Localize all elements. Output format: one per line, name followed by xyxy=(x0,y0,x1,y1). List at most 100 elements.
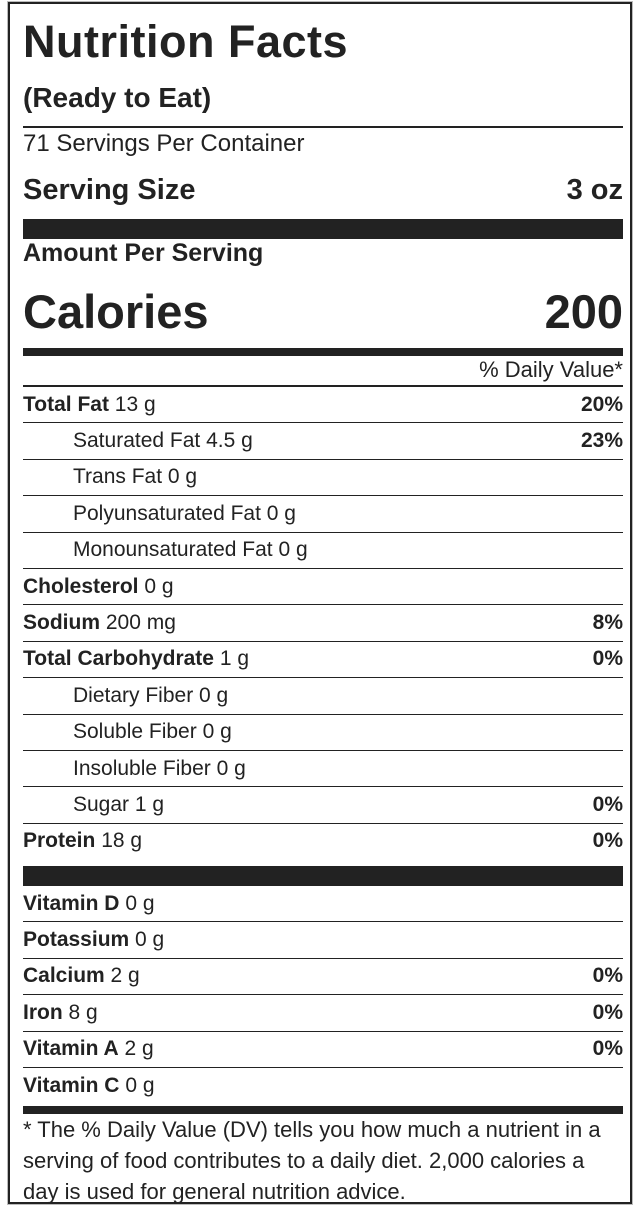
servings-per-container: 71 Servings Per Container xyxy=(23,130,305,157)
nutrient-amount: 0 g xyxy=(278,538,308,562)
nutrient-row: Potassium 0 g xyxy=(23,922,623,959)
nutrient-daily-value: 20% xyxy=(580,392,623,416)
nutrient-name-amount: Calcium 2 g xyxy=(23,964,140,988)
nutrient-amount: 0 g xyxy=(125,891,155,915)
nutrient-row: Polyunsaturated Fat 0 g xyxy=(23,496,623,533)
nutrient-name: Monounsaturated Fat xyxy=(73,538,273,562)
nutrient-daily-value: 0% xyxy=(592,964,623,988)
vitamin-list: Vitamin D 0 g Potassium 0 g Calcium 2 g 0% I… xyxy=(23,886,623,1103)
nutrient-name-amount: Dietary Fiber 0 g xyxy=(23,684,228,708)
serving-size: Serving Size 3 oz xyxy=(23,174,623,207)
nutrient-row: Iron 8 g 0% xyxy=(23,995,623,1032)
thick-divider xyxy=(23,219,623,239)
nutrient-name-amount: Total Fat 13 g xyxy=(23,393,156,417)
nutrient-row: Sodium 200 mg 8% xyxy=(23,605,623,642)
nutrient-row: Saturated Fat 4.5 g 23% xyxy=(23,423,623,460)
nutrient-name-amount: Total Carbohydrate 1 g xyxy=(23,647,249,671)
nutrient-name: Soluble Fiber xyxy=(73,720,197,744)
footnote: * The % Daily Value (DV) tells you how m… xyxy=(23,1117,601,1204)
nutrient-name: Sugar xyxy=(73,792,130,816)
nutrient-amount: 1 g xyxy=(134,792,165,816)
divider xyxy=(23,126,623,128)
nutrient-name-amount: Insoluble Fiber 0 g xyxy=(23,757,246,781)
nutrient-amount: 0 g xyxy=(144,574,174,598)
nutrient-name-amount: Sugar 1 g xyxy=(23,793,164,817)
nutrient-row: Insoluble Fiber 0 g xyxy=(23,751,623,788)
nutrient-list: Total Fat 13 g 20% Saturated Fat 4.5 g 23% T… xyxy=(23,387,623,859)
daily-value-header: % Daily Value* xyxy=(479,357,623,382)
amount-per-serving: Amount Per Serving xyxy=(23,239,264,267)
nutrient-name-amount: Polyunsaturated Fat 0 g xyxy=(23,502,296,526)
nutrient-name-amount: Vitamin C 0 g xyxy=(23,1074,155,1098)
nutrient-name: Vitamin A xyxy=(23,1037,119,1061)
nutrient-amount: 2 g xyxy=(110,964,140,988)
nutrient-name: Protein xyxy=(23,829,96,853)
nutrient-name-amount: Monounsaturated Fat 0 g xyxy=(23,538,308,562)
nutrient-name-amount: Vitamin A 2 g xyxy=(23,1037,154,1061)
nutrient-name: Vitamin D xyxy=(23,891,120,915)
nutrient-name: Vitamin C xyxy=(23,1073,120,1097)
nutrient-name-amount: Potassium 0 g xyxy=(23,928,164,952)
nutrient-row: Vitamin D 0 g xyxy=(23,886,623,923)
nutrient-row: Total Fat 13 g 20% xyxy=(23,387,623,424)
nutrient-name: Polyunsaturated Fat xyxy=(73,501,261,525)
nutrient-name: Saturated Fat xyxy=(73,429,201,453)
nutrient-name: Calcium xyxy=(23,964,105,988)
medium-divider xyxy=(23,1106,623,1114)
nutrient-name-amount: Sodium 200 mg xyxy=(23,611,176,635)
nutrient-amount: 0 g xyxy=(167,465,198,489)
nutrient-amount: 0 g xyxy=(266,501,296,525)
serving-size-label: Serving Size xyxy=(23,174,196,206)
medium-divider xyxy=(23,348,623,356)
nutrient-amount: 0 g xyxy=(202,720,232,744)
nutrient-amount: 2 g xyxy=(124,1037,154,1061)
thick-divider xyxy=(23,866,623,886)
nutrient-row: Soluble Fiber 0 g xyxy=(23,715,623,751)
label-subtitle: (Ready to Eat) xyxy=(23,82,212,113)
nutrient-row: Total Carbohydrate 1 g 0% xyxy=(23,642,623,679)
nutrient-daily-value: 8% xyxy=(592,611,623,635)
nutrient-daily-value: 0% xyxy=(592,647,623,671)
nutrient-name-amount: Vitamin D 0 g xyxy=(23,892,155,916)
nutrient-row: Protein 18 g 0% xyxy=(23,824,623,859)
nutrient-name-amount: Protein 18 g xyxy=(23,829,142,853)
nutrient-row: Dietary Fiber 0 g xyxy=(23,678,623,715)
nutrient-amount: 0 g xyxy=(199,683,229,707)
nutrient-name: Cholesterol xyxy=(23,574,139,598)
calories-value: 200 xyxy=(544,285,623,338)
nutrient-daily-value: 0% xyxy=(592,829,623,853)
calories: Calories 200 xyxy=(23,284,623,339)
calories-label: Calories xyxy=(23,285,209,338)
nutrient-row: Sugar 1 g 0% xyxy=(23,787,623,824)
nutrient-name: Iron xyxy=(23,1000,63,1024)
nutrient-row: Trans Fat 0 g xyxy=(23,460,623,497)
nutrient-amount: 1 g xyxy=(219,647,250,671)
nutrient-name-amount: Trans Fat 0 g xyxy=(23,465,197,489)
nutrient-amount: 0 g xyxy=(135,928,165,952)
nutrient-name: Total Carbohydrate xyxy=(23,647,214,671)
nutrient-name: Sodium xyxy=(23,611,100,635)
nutrient-row: Monounsaturated Fat 0 g xyxy=(23,533,623,569)
nutrient-row: Vitamin C 0 g xyxy=(23,1068,623,1103)
nutrient-daily-value: 0% xyxy=(592,792,623,816)
divider xyxy=(23,385,623,387)
nutrient-name-amount: Iron 8 g xyxy=(23,1001,98,1025)
nutrient-daily-value: 23% xyxy=(580,429,623,453)
nutrient-row: Cholesterol 0 g xyxy=(23,569,623,606)
nutrient-amount: 4.5 g xyxy=(206,429,253,453)
nutrient-daily-value: 0% xyxy=(592,1037,623,1061)
nutrient-row: Vitamin A 2 g 0% xyxy=(23,1032,623,1068)
nutrient-name: Trans Fat xyxy=(73,465,163,489)
nutrient-amount: 0 g xyxy=(216,756,246,780)
label-title: Nutrition Facts xyxy=(23,16,349,67)
nutrient-row: Calcium 2 g 0% xyxy=(23,959,623,996)
nutrient-name: Dietary Fiber xyxy=(73,683,194,707)
nutrient-amount: 8 g xyxy=(68,1000,98,1024)
serving-size-value: 3 oz xyxy=(566,174,623,206)
nutrient-name: Insoluble Fiber xyxy=(73,756,211,780)
nutrition-facts-label: Nutrition Facts (Ready to Eat) 71 Servin… xyxy=(8,2,632,1204)
nutrient-amount: 13 g xyxy=(114,392,156,416)
nutrient-name: Total Fat xyxy=(23,392,109,416)
nutrient-amount: 18 g xyxy=(101,829,143,853)
nutrient-name-amount: Cholesterol 0 g xyxy=(23,575,174,599)
